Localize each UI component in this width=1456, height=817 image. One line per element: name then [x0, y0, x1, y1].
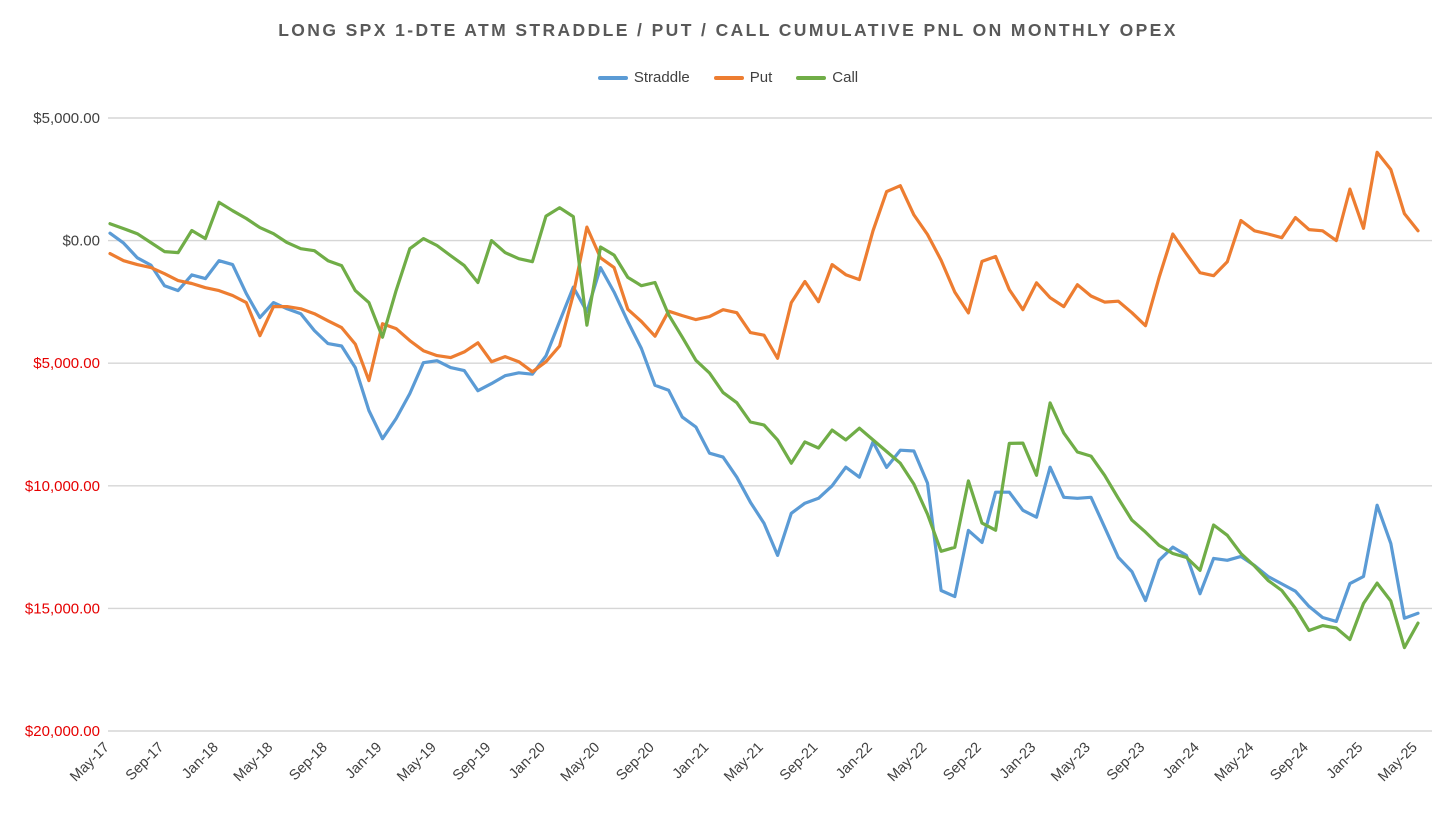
x-tick-label: Jan-21 [670, 740, 713, 783]
x-tick-label: Jan-18 [179, 740, 222, 783]
x-tick-label: May-22 [885, 740, 931, 786]
legend-swatch-call [796, 75, 827, 80]
x-tick-label: May-20 [558, 740, 604, 786]
y-tick-label: $10,000.00 [25, 478, 100, 495]
series-line-call [108, 200, 1420, 650]
x-tick-label: May-17 [67, 740, 113, 786]
series-lines [108, 150, 1420, 650]
series-line-straddle [108, 231, 1420, 623]
legend-swatch-straddle [597, 75, 628, 80]
y-tick-label: $5,000.00 [33, 355, 100, 372]
x-axis-labels: May-17 Sep-17 Jan-18 May-18 Sep-18 Jan-19 May-… [67, 740, 1421, 786]
legend-label: Straddle [633, 69, 690, 86]
x-tick-label: May-25 [1375, 740, 1421, 786]
x-tick-label: Sep-18 [286, 740, 330, 784]
legend-item-call: Call [796, 69, 858, 86]
legend-swatch-put [713, 75, 744, 80]
x-tick-label: Sep-21 [777, 740, 821, 784]
y-tick-label: $0.00 [62, 233, 100, 250]
legend-label: Put [749, 69, 773, 86]
legend-label: Call [832, 69, 859, 86]
x-tick-label: May-19 [394, 740, 440, 786]
x-tick-label: Jan-19 [343, 740, 386, 783]
x-tick-label: Sep-22 [940, 740, 984, 784]
y-tick-label: $15,000.00 [25, 600, 100, 617]
legend-item-put: Put [713, 69, 773, 86]
chart-legend: Straddle Put Call [0, 69, 1456, 86]
x-tick-label: Sep-23 [1104, 740, 1148, 784]
x-tick-label: Jan-20 [506, 740, 549, 783]
gridlines [108, 117, 1432, 732]
x-tick-label: May-21 [721, 740, 767, 786]
x-tick-label: Jan-25 [1324, 740, 1367, 783]
x-tick-label: Jan-24 [1160, 740, 1203, 783]
x-tick-label: May-24 [1212, 740, 1258, 786]
series-line-put [108, 150, 1420, 383]
y-axis-labels: $5,000.00 $0.00 $5,000.00 $10,000.00 $15,000… [25, 110, 100, 740]
x-tick-label: May-18 [231, 740, 277, 786]
y-tick-label: $5,000.00 [33, 110, 100, 127]
x-tick-label: Sep-19 [450, 740, 494, 784]
x-tick-label: Jan-22 [833, 740, 876, 783]
legend-item-straddle: Straddle [597, 69, 690, 86]
chart-title: LONG SPX 1-DTE ATM STRADDLE / PUT / CALL… [278, 20, 1178, 40]
x-tick-label: Sep-20 [613, 740, 657, 784]
x-tick-label: May-23 [1048, 740, 1094, 786]
x-tick-label: Jan-23 [997, 740, 1040, 783]
y-tick-label: $20,000.00 [25, 723, 100, 740]
x-tick-label: Sep-17 [123, 740, 167, 784]
x-tick-label: Sep-24 [1267, 740, 1311, 784]
